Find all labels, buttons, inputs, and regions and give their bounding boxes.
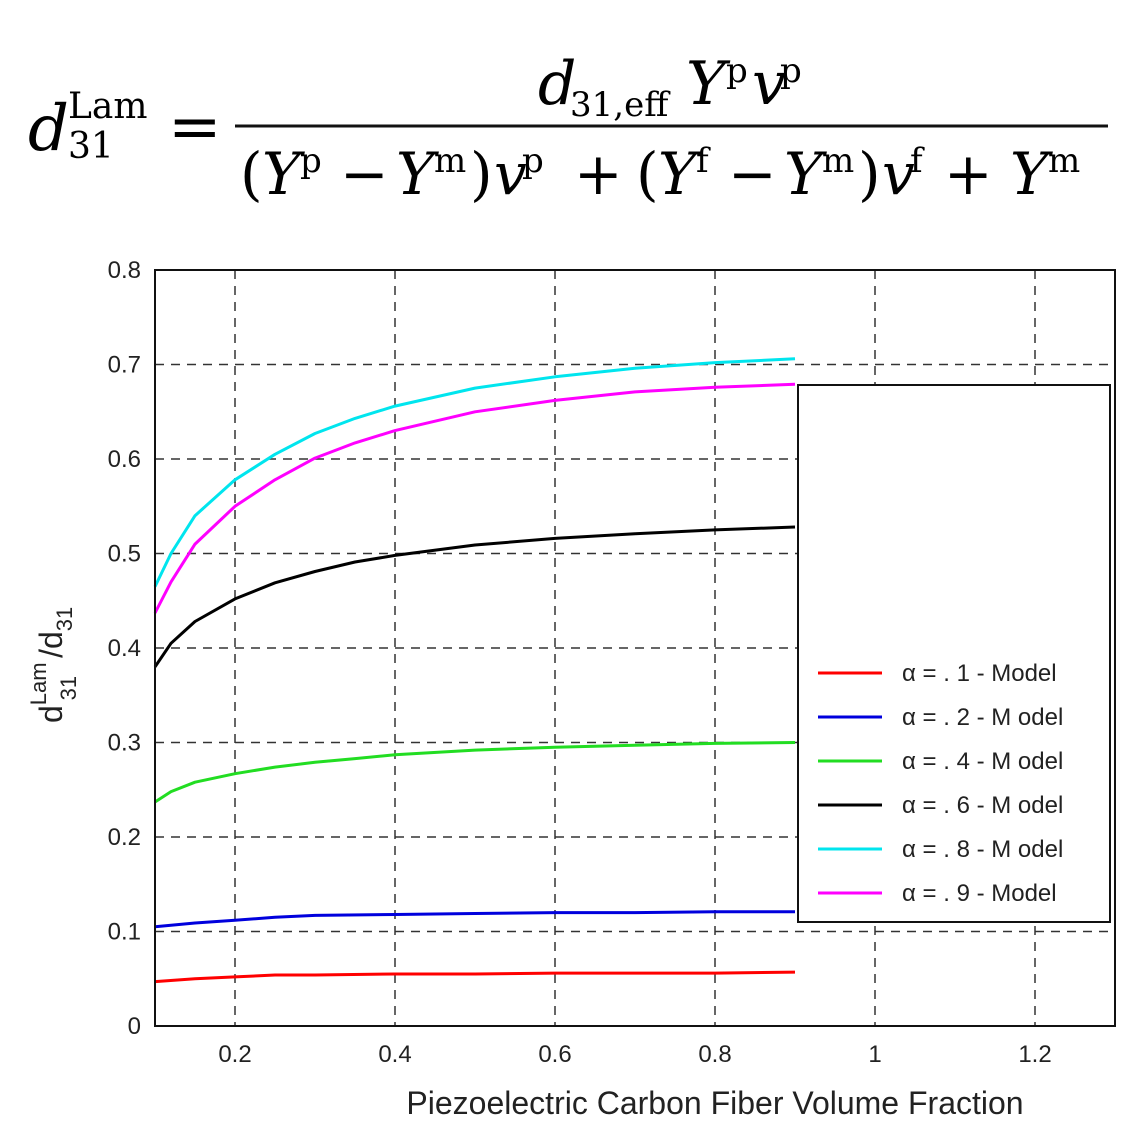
formula-den-Y3-sup: f bbox=[696, 141, 711, 181]
formula-lhs-sup: Lam bbox=[68, 86, 148, 127]
formula-den-minus1: − bbox=[340, 140, 389, 208]
y-axis-title-main: d bbox=[33, 705, 69, 723]
legend: α = . 1 - Model α = . 2 - M odel α = . 4 -… bbox=[797, 384, 1111, 923]
formula-den-plus1: + bbox=[574, 140, 623, 208]
formula-den-Y5-sup: m bbox=[1048, 141, 1080, 181]
y-tick-label: 0 bbox=[128, 1013, 141, 1040]
series-line bbox=[154, 970, 796, 984]
legend-box bbox=[797, 384, 1111, 923]
formula-num-v: v bbox=[752, 49, 786, 119]
legend-label: α = . 2 - M odel bbox=[902, 704, 1063, 731]
y-axis-title-slash: /d bbox=[33, 631, 69, 658]
formula-svg: d Lam 31 = d 31,eff Y p v p ( Y p − Y m … bbox=[28, 49, 1108, 208]
x-tick-label: 1 bbox=[868, 1041, 881, 1068]
formula-den-Y3: Y bbox=[658, 140, 701, 208]
formula-den-Y1: Y bbox=[262, 140, 305, 208]
formula-den-Y2-sup: m bbox=[434, 141, 466, 181]
y-axis-title-sup: Lam bbox=[26, 662, 51, 705]
formula-den-Y2: Y bbox=[396, 140, 439, 208]
formula-den-Y4: Y bbox=[784, 140, 827, 208]
legend-label: α = . 6 - M odel bbox=[902, 792, 1063, 819]
y-tick-label: 0.4 bbox=[108, 635, 141, 662]
series-lines bbox=[153, 357, 796, 984]
formula-den-open1: ( bbox=[240, 140, 263, 208]
legend-label: α = . 4 - M odel bbox=[902, 748, 1063, 775]
formula-equals: = bbox=[168, 90, 222, 164]
formula-num-d-sub: 31,eff bbox=[570, 85, 671, 125]
formula-den-Y4-sup: m bbox=[822, 141, 854, 181]
y-tick-label: 0.3 bbox=[108, 730, 141, 757]
formula-den-open2: ( bbox=[636, 140, 659, 208]
plot-frame bbox=[154, 269, 1116, 1027]
x-tick-label: 1.2 bbox=[1018, 1041, 1051, 1068]
y-tick-label: 0.7 bbox=[108, 352, 141, 379]
formula-num-d: d bbox=[538, 49, 576, 119]
y-axis-title-sub2: 31 bbox=[52, 607, 77, 631]
formula-num-v-sup: p bbox=[780, 51, 802, 91]
legend-label: α = . 9 - Model bbox=[902, 880, 1057, 907]
series-line bbox=[153, 382, 796, 614]
formula-lhs-symbol: d bbox=[28, 92, 69, 166]
formula-den-minus2: − bbox=[728, 140, 777, 208]
formula-den-v2-sup: f bbox=[910, 141, 925, 181]
axis-ticks: 0.2 0.4 0.6 0.8 1 1.2 0 0.1 0.2 0.3 0.4 0.5 0.6 0.7 0.… bbox=[108, 257, 1052, 1068]
x-tick-label: 0.8 bbox=[698, 1041, 731, 1068]
x-axis-title: Piezoelectric Carbon Fiber Volume Fracti… bbox=[406, 1085, 1023, 1121]
formula-den-v2: v bbox=[882, 140, 915, 208]
y-tick-label: 0.8 bbox=[108, 257, 141, 284]
formula: d Lam 31 = d 31,eff Y p v p ( Y p − Y m … bbox=[0, 0, 1125, 230]
formula-lhs-sub: 31 bbox=[68, 126, 114, 167]
y-tick-label: 0.5 bbox=[108, 541, 141, 568]
formula-num-Y-sup: p bbox=[726, 51, 748, 91]
series-line bbox=[154, 910, 795, 929]
series-line bbox=[153, 357, 796, 588]
x-tick-label: 0.4 bbox=[378, 1041, 411, 1068]
series-line bbox=[154, 741, 796, 804]
formula-den-Y1-sup: p bbox=[300, 141, 322, 181]
legend-label: α = . 8 - M odel bbox=[902, 836, 1063, 863]
x-tick-label: 0.2 bbox=[218, 1041, 251, 1068]
y-axis-title-sub: 31 bbox=[56, 676, 81, 700]
legend-label: α = . 1 - Model bbox=[902, 660, 1057, 687]
y-tick-label: 0.6 bbox=[108, 446, 141, 473]
formula-den-Y5: Y bbox=[1010, 140, 1053, 208]
line-chart: 0.2 0.4 0.6 0.8 1 1.2 0 0.1 0.2 0.3 0.4 0.5 0.6 0.7 0.… bbox=[26, 257, 1116, 1121]
series-line bbox=[153, 525, 796, 668]
formula-den-v1: v bbox=[494, 140, 527, 208]
x-tick-label: 0.6 bbox=[538, 1041, 571, 1068]
formula-den-close1: ) bbox=[470, 140, 493, 208]
y-axis-title: dLam 31/d31 bbox=[26, 607, 81, 723]
formula-num-Y: Y bbox=[686, 49, 731, 119]
formula-den-v1-sup: p bbox=[522, 141, 544, 181]
y-tick-label: 0.1 bbox=[108, 919, 141, 946]
formula-den-plus2: + bbox=[944, 140, 993, 208]
formula-den-close2: ) bbox=[858, 140, 881, 208]
y-tick-label: 0.2 bbox=[108, 824, 141, 851]
